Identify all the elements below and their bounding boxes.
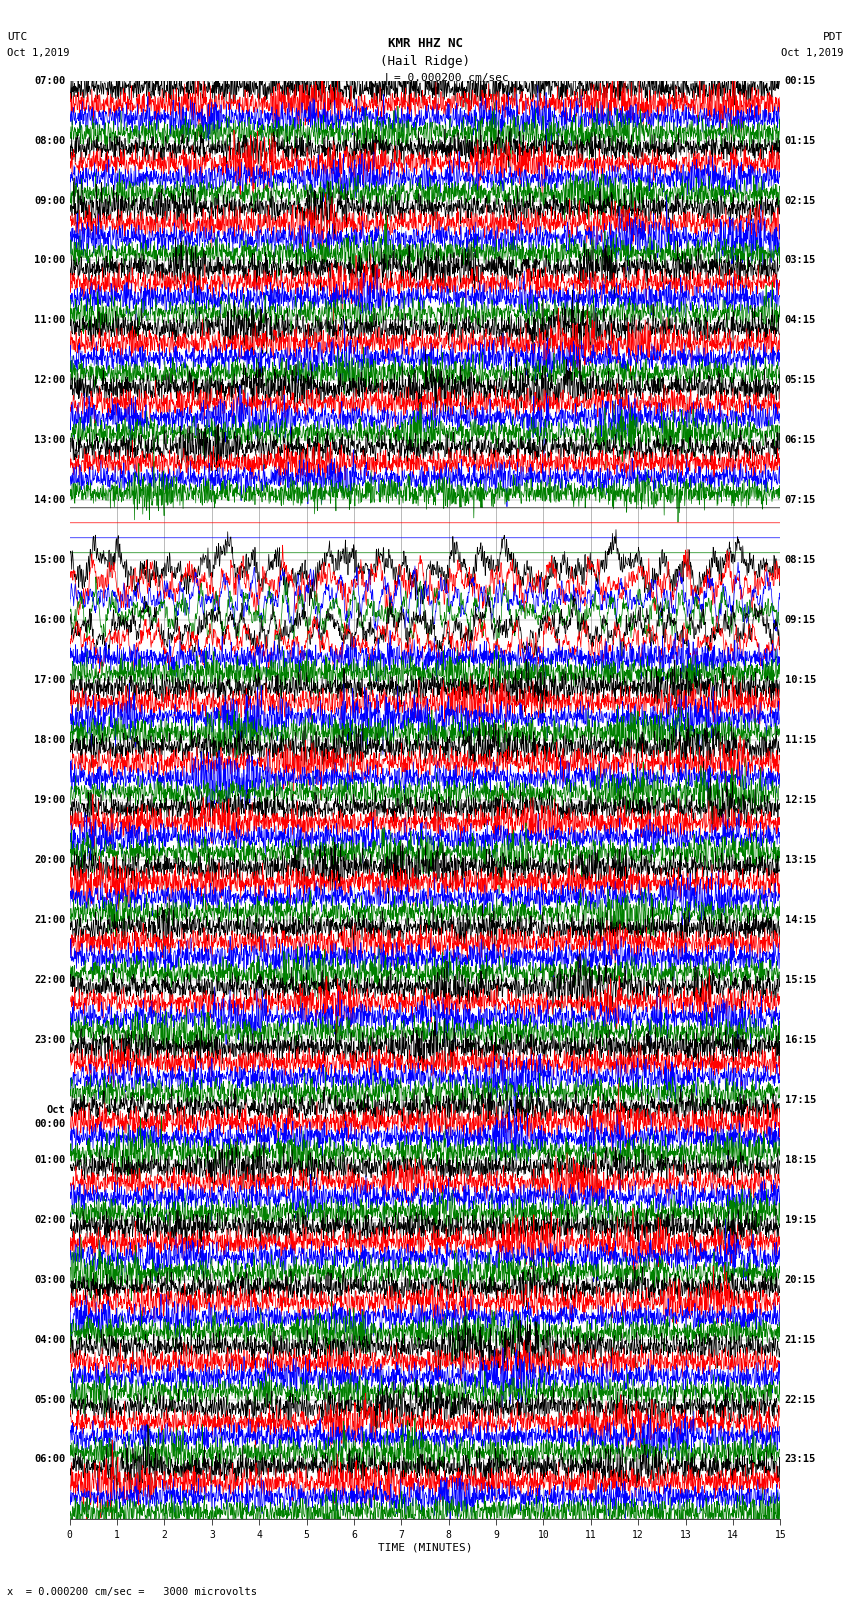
Text: 07:15: 07:15 [785, 495, 816, 505]
Text: 12:00: 12:00 [34, 376, 65, 386]
Text: 23:15: 23:15 [785, 1455, 816, 1465]
Text: 05:00: 05:00 [34, 1395, 65, 1405]
Text: |: | [383, 73, 390, 85]
Text: 06:15: 06:15 [785, 436, 816, 445]
Text: Oct: Oct [47, 1105, 65, 1115]
Text: 01:15: 01:15 [785, 135, 816, 145]
Text: x  = 0.000200 cm/sec =   3000 microvolts: x = 0.000200 cm/sec = 3000 microvolts [7, 1587, 257, 1597]
Text: 10:00: 10:00 [34, 255, 65, 266]
Text: Oct 1,2019: Oct 1,2019 [7, 48, 70, 58]
Text: 15:15: 15:15 [785, 974, 816, 986]
Text: 08:15: 08:15 [785, 555, 816, 565]
Text: 19:00: 19:00 [34, 795, 65, 805]
Text: 22:15: 22:15 [785, 1395, 816, 1405]
Text: 04:15: 04:15 [785, 316, 816, 326]
Text: 02:15: 02:15 [785, 195, 816, 205]
Text: 22:00: 22:00 [34, 974, 65, 986]
X-axis label: TIME (MINUTES): TIME (MINUTES) [377, 1542, 473, 1553]
Text: 11:00: 11:00 [34, 316, 65, 326]
Text: UTC: UTC [7, 32, 27, 42]
Text: 07:00: 07:00 [34, 76, 65, 85]
Text: 19:15: 19:15 [785, 1215, 816, 1224]
Text: 16:00: 16:00 [34, 615, 65, 626]
Text: 03:15: 03:15 [785, 255, 816, 266]
Text: 21:00: 21:00 [34, 915, 65, 924]
Text: 00:15: 00:15 [785, 76, 816, 85]
Text: 21:15: 21:15 [785, 1334, 816, 1345]
Text: (Hail Ridge): (Hail Ridge) [380, 55, 470, 68]
Text: 15:00: 15:00 [34, 555, 65, 565]
Text: 16:15: 16:15 [785, 1036, 816, 1045]
Text: 03:00: 03:00 [34, 1274, 65, 1284]
Text: 09:00: 09:00 [34, 195, 65, 205]
Text: 00:00: 00:00 [34, 1119, 65, 1129]
Text: 09:15: 09:15 [785, 615, 816, 626]
Text: = 0.000200 cm/sec: = 0.000200 cm/sec [394, 73, 508, 82]
Text: 10:15: 10:15 [785, 676, 816, 686]
Text: 11:15: 11:15 [785, 736, 816, 745]
Text: 08:00: 08:00 [34, 135, 65, 145]
Text: 17:15: 17:15 [785, 1095, 816, 1105]
Text: 20:00: 20:00 [34, 855, 65, 865]
Text: 13:00: 13:00 [34, 436, 65, 445]
Text: 04:00: 04:00 [34, 1334, 65, 1345]
Text: 02:00: 02:00 [34, 1215, 65, 1224]
Text: 17:00: 17:00 [34, 676, 65, 686]
Text: KMR HHZ NC: KMR HHZ NC [388, 37, 462, 50]
Text: 14:00: 14:00 [34, 495, 65, 505]
Text: 06:00: 06:00 [34, 1455, 65, 1465]
Text: 23:00: 23:00 [34, 1036, 65, 1045]
Text: 18:00: 18:00 [34, 736, 65, 745]
Text: 20:15: 20:15 [785, 1274, 816, 1284]
Text: Oct 1,2019: Oct 1,2019 [780, 48, 843, 58]
Text: PDT: PDT [823, 32, 843, 42]
Text: 05:15: 05:15 [785, 376, 816, 386]
Text: 01:00: 01:00 [34, 1155, 65, 1165]
Text: 13:15: 13:15 [785, 855, 816, 865]
Text: 12:15: 12:15 [785, 795, 816, 805]
Text: 18:15: 18:15 [785, 1155, 816, 1165]
Text: 14:15: 14:15 [785, 915, 816, 924]
